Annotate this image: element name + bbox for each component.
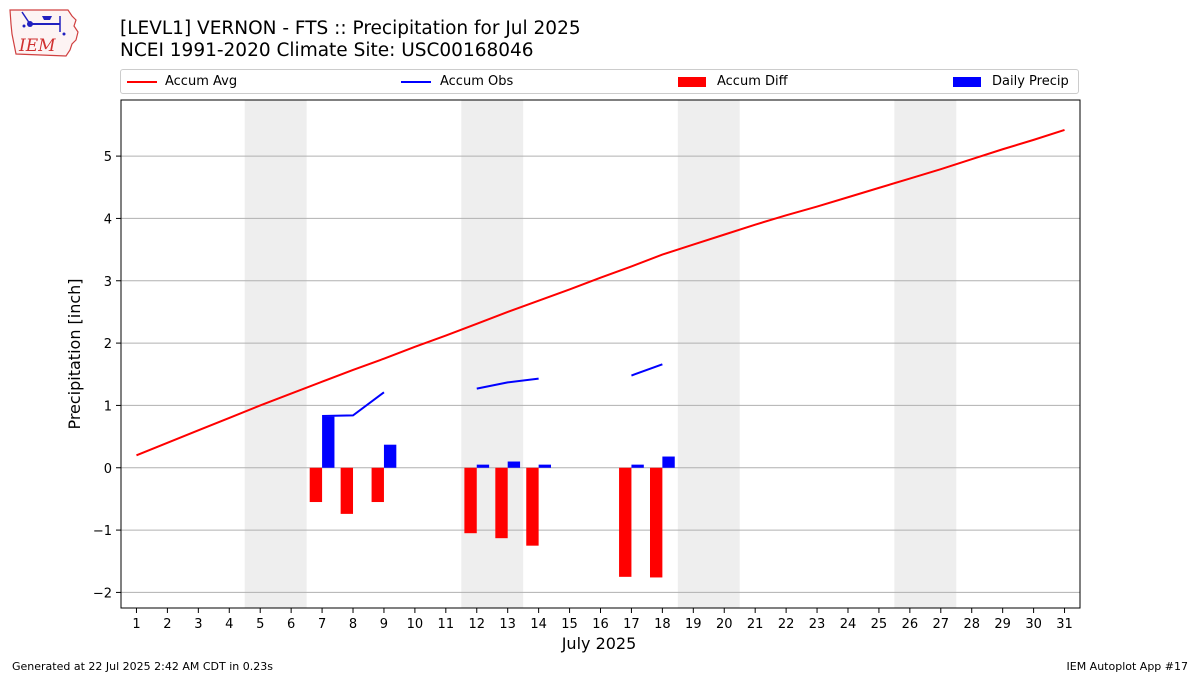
- x-axis-ticks: 1 2 3 4 5 6 7 8 9 10 11 12 13 14 15 16 17 18 19 20 21 22 23 24 2…: [132, 608, 1073, 632]
- x-tick-label: 23: [809, 617, 826, 632]
- x-tick-label: 25: [871, 617, 888, 632]
- legend-label-daily-precip: Daily Precip: [992, 74, 1069, 89]
- x-tick-label: 18: [654, 617, 671, 632]
- y-tick-label: −2: [93, 586, 112, 601]
- chart-subtitle: NCEI 1991-2020 Climate Site: USC00168046: [120, 40, 534, 61]
- legend-label-accum-avg: Accum Avg: [165, 74, 238, 89]
- y-tick-label: 1: [104, 399, 112, 414]
- daily-precip-bar: [476, 464, 490, 468]
- x-tick-label: 4: [225, 617, 233, 632]
- x-tick-label: 3: [194, 617, 202, 632]
- accum-diff-bar: [526, 467, 539, 546]
- x-tick-label: 31: [1056, 617, 1073, 632]
- x-tick-label: 8: [349, 617, 357, 632]
- x-tick-label: 1: [132, 617, 140, 632]
- legend: Accum Avg Accum Obs Accum Diff Daily Pre…: [120, 69, 1079, 94]
- weekend-span-1: [244, 100, 307, 608]
- legend-swatch-accum-avg: [127, 81, 157, 83]
- legend-label-accum-diff: Accum Diff: [717, 74, 788, 89]
- legend-swatch-daily-precip: [953, 77, 981, 87]
- accum-diff-bar: [309, 467, 323, 503]
- x-tick-label: 29: [994, 617, 1011, 632]
- daily-precip-bar: [383, 444, 397, 468]
- logo-text: IEM: [18, 36, 56, 56]
- x-tick-label: 7: [318, 617, 326, 632]
- daily-precip-bar: [662, 456, 675, 468]
- accum-obs-line: [322, 391, 385, 418]
- accum-diff-bar: [619, 467, 632, 577]
- y-tick-label: 0: [104, 462, 112, 477]
- x-tick-label: 9: [380, 617, 388, 632]
- x-tick-label: 11: [438, 617, 455, 632]
- accum-diff-bar: [340, 467, 354, 514]
- daily-precip-bar: [322, 416, 335, 468]
- x-tick-label: 27: [933, 617, 950, 632]
- x-tick-label: 6: [287, 617, 295, 632]
- x-tick-label: 30: [1025, 617, 1042, 632]
- x-tick-label: 15: [561, 617, 578, 632]
- weekend-span-3: [677, 100, 740, 608]
- accum-diff-bar: [464, 467, 477, 534]
- y-tick-label: 5: [104, 150, 112, 165]
- app-id-label: IEM Autoplot App #17: [1066, 660, 1189, 673]
- daily-precip-bar: [507, 461, 521, 468]
- x-tick-label: 14: [530, 617, 547, 632]
- daily-precip-bar: [538, 464, 552, 468]
- x-tick-label: 21: [747, 617, 764, 632]
- weekend-shading: [244, 100, 957, 608]
- x-tick-label: 20: [716, 617, 733, 632]
- accum-diff-bar: [495, 467, 508, 539]
- x-tick-label: 10: [407, 617, 424, 632]
- y-tick-label: −1: [93, 524, 112, 539]
- iem-logo: IEM: [6, 4, 82, 60]
- accum-diff-bar: [371, 467, 384, 503]
- y-tick-label: 4: [104, 212, 112, 227]
- weekend-span-4: [894, 100, 957, 608]
- chart-title: [LEVL1] VERNON - FTS :: Precipitation fo…: [120, 18, 581, 39]
- x-tick-label: 24: [840, 617, 857, 632]
- generated-timestamp: Generated at 22 Jul 2025 2:42 AM CDT in …: [12, 660, 273, 673]
- series-lines: [136, 128, 1065, 457]
- accum-diff-bar: [649, 467, 663, 578]
- x-tick-label: 28: [963, 617, 980, 632]
- x-tick-label: 5: [256, 617, 264, 632]
- y-tick-label: 2: [104, 337, 112, 352]
- accum-obs-line: [631, 363, 663, 377]
- y-tick-label: 3: [104, 275, 112, 290]
- bars: [309, 416, 675, 578]
- iowa-state-outline-icon: IEM: [9, 9, 79, 57]
- legend-swatch-accum-diff: [678, 77, 706, 87]
- x-tick-label: 26: [902, 617, 919, 632]
- x-tick-label: 19: [685, 617, 702, 632]
- x-tick-label: 17: [623, 617, 640, 632]
- y-axis-ticks: −2 −1 0 1 2 3 4 5: [93, 150, 121, 601]
- accum-avg-line: [136, 128, 1065, 457]
- y-axis-label: Precipitation [inch]: [65, 278, 84, 429]
- x-axis-label: July 2025: [561, 634, 637, 653]
- x-tick-label: 2: [163, 617, 171, 632]
- legend-swatch-accum-obs: [401, 81, 431, 83]
- accum-obs-line: [476, 377, 539, 390]
- x-tick-label: 16: [592, 617, 609, 632]
- x-tick-label: 13: [499, 617, 516, 632]
- legend-label-accum-obs: Accum Obs: [440, 74, 514, 89]
- x-tick-label: 22: [778, 617, 795, 632]
- gridlines: [121, 155, 1080, 593]
- daily-precip-bar: [631, 464, 644, 468]
- x-tick-label: 12: [468, 617, 485, 632]
